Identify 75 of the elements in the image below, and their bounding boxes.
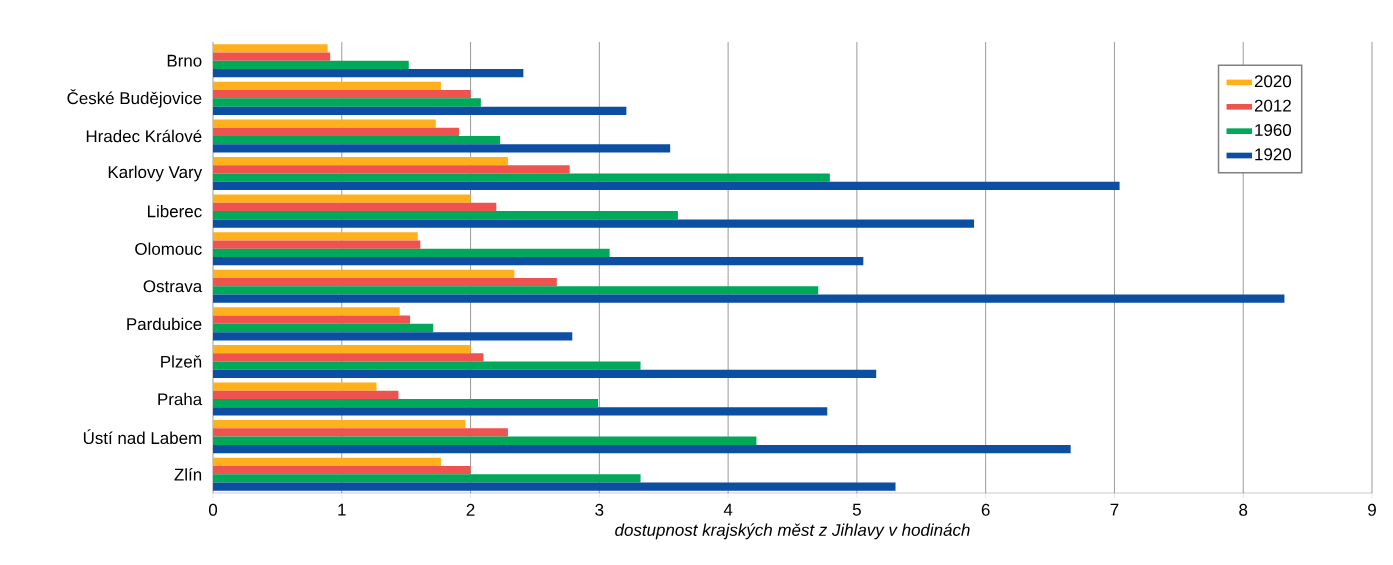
legend-label: 1920 (1255, 148, 1292, 161)
y-tick-label: Ostrava (143, 280, 203, 293)
bar (213, 428, 508, 437)
x-tick-label: 5 (852, 503, 861, 516)
y-tick-label: Hradec Králové (86, 129, 202, 143)
x-tick-label: 1 (338, 503, 346, 516)
bar (213, 211, 678, 220)
bar (213, 474, 641, 483)
x-tick-label: 2 (466, 503, 475, 516)
y-tick-label: Olomouc (135, 242, 202, 255)
x-axis-title: dostupnost krajských měst z Jihlavy v hodinách (615, 523, 970, 540)
bar (213, 407, 828, 416)
x-tick-label: 9 (1368, 503, 1376, 516)
bar (213, 436, 757, 445)
bar (213, 165, 570, 174)
bar (213, 399, 599, 408)
bar (213, 332, 573, 341)
bar (213, 119, 436, 128)
bar (213, 344, 471, 354)
bar (213, 465, 471, 475)
y-tick-label: Liberec (148, 204, 202, 218)
bar (213, 482, 896, 491)
x-tick-label: 8 (1239, 503, 1248, 516)
legend-label: 1960 (1255, 123, 1292, 136)
bar (213, 157, 508, 166)
bar (213, 52, 331, 61)
bar (213, 315, 411, 324)
y-tick-label: Ústí nad Labem (83, 429, 202, 445)
y-tick-label: Praha (158, 392, 203, 406)
bar (213, 457, 441, 466)
bar (213, 194, 471, 203)
bar (213, 256, 864, 266)
bar (213, 240, 421, 249)
bar (213, 90, 471, 99)
bar (213, 135, 501, 145)
y-tick-label: Brno (167, 54, 202, 67)
x-tick-label: 3 (595, 503, 604, 516)
x-tick-label: 6 (981, 503, 990, 516)
bar (213, 106, 627, 115)
bar (213, 81, 441, 91)
legend-label: 2020 (1254, 75, 1292, 88)
bar (213, 98, 481, 107)
bar (213, 420, 466, 429)
bar (213, 369, 877, 378)
y-tick-label: Pardubice (127, 317, 202, 331)
bar (213, 173, 830, 182)
x-tick-label: 0 (208, 503, 218, 516)
bar (213, 44, 328, 53)
bar (213, 60, 409, 70)
bar (213, 323, 434, 333)
bar (213, 294, 1285, 303)
y-tick-label: Plzeň (161, 355, 202, 368)
bar (213, 307, 400, 316)
bar (213, 286, 819, 295)
x-tick-label: 4 (723, 503, 733, 516)
y-tick-label: České Budějovice (67, 89, 202, 108)
legend-label: 2012 (1254, 99, 1291, 112)
bar (213, 232, 418, 241)
bar (213, 144, 671, 153)
bar (213, 202, 497, 212)
bar (213, 248, 610, 257)
bar (213, 127, 459, 136)
bar (213, 382, 377, 391)
bar (213, 181, 1120, 191)
bar (213, 269, 515, 279)
y-tick-label: Zlín (174, 467, 202, 481)
bar (213, 278, 557, 287)
x-tick-label: 7 (1110, 503, 1119, 516)
bar (213, 69, 524, 78)
y-tick-label: Karlovy Vary (108, 165, 203, 182)
bar (213, 361, 641, 370)
bar (213, 390, 399, 400)
bar (213, 219, 975, 228)
bar (213, 444, 1071, 454)
bar (213, 353, 484, 362)
